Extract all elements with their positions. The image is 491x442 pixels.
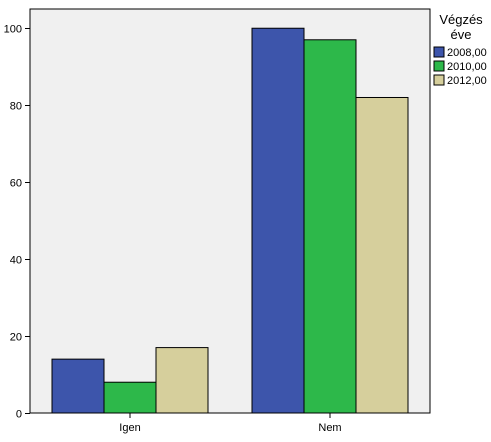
y-tick-label: 40: [10, 255, 22, 267]
x-tick-label: Igen: [119, 422, 140, 434]
legend-title-line-1: Végzés: [439, 12, 483, 27]
legend-swatch: [433, 60, 445, 72]
bar-nem-2012-00: [355, 96, 409, 414]
bar-igen-2012-00: [155, 347, 209, 414]
legend: Végzés éve 2008,00 2010,00 2012,00: [433, 12, 487, 87]
y-tick-label: 80: [10, 101, 22, 113]
y-tick-label: 20: [10, 332, 22, 344]
x-axis: Igen Nem: [119, 413, 342, 434]
legend-label: 2012,00: [447, 75, 487, 87]
y-axis: 0 20 40 60 80 100: [4, 24, 30, 421]
bars-group: [51, 27, 409, 414]
bar-nem-2010-00: [303, 39, 357, 414]
legend-label: 2010,00: [447, 61, 487, 73]
bar-igen-2008-00: [51, 358, 105, 414]
y-tick-label: 0: [16, 409, 22, 421]
y-tick-label: 100: [4, 24, 22, 36]
legend-swatch: [433, 46, 445, 58]
bar-igen-2010-00: [103, 381, 157, 414]
x-tick-label: Nem: [318, 422, 341, 434]
y-tick-label: 60: [10, 178, 22, 190]
legend-title-line-2: éve: [451, 27, 472, 42]
legend-items: 2008,00 2010,00 2012,00: [433, 46, 487, 87]
legend-label: 2008,00: [447, 47, 487, 59]
bar-nem-2008-00: [251, 27, 305, 414]
legend-swatch: [433, 74, 445, 86]
